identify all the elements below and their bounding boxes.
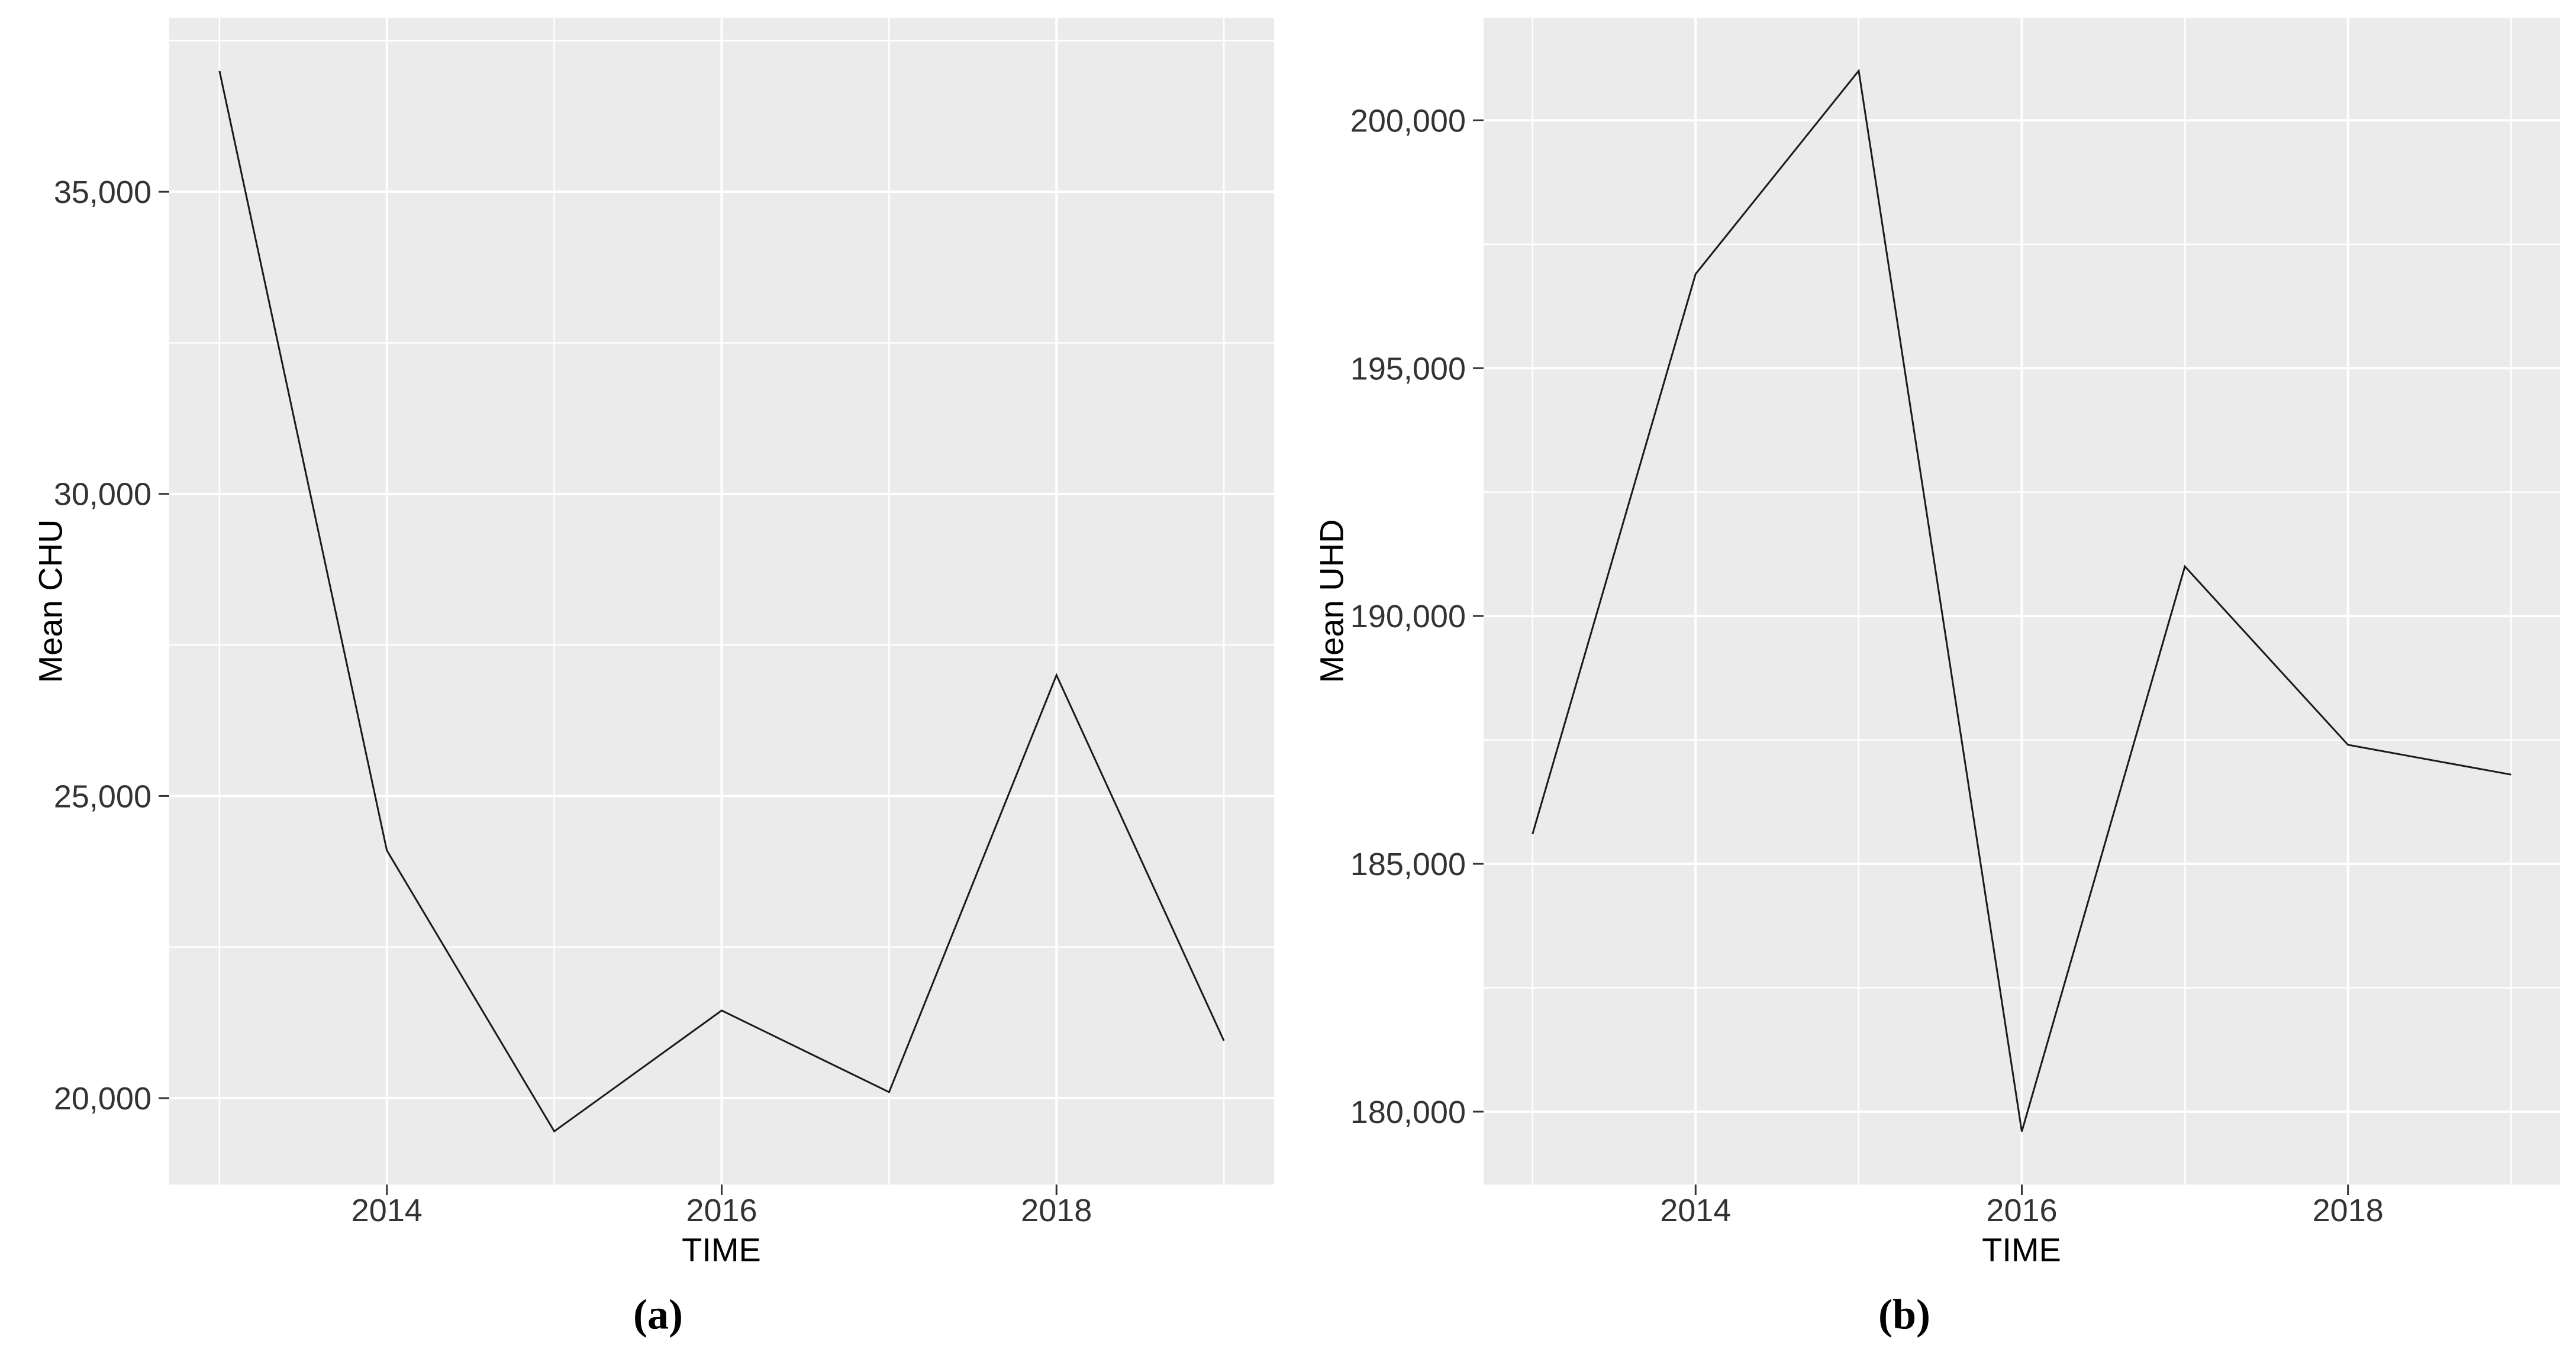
x-tick-label: 2014 bbox=[352, 1193, 423, 1228]
subfigure-caption-a: (a) bbox=[633, 1290, 683, 1338]
y-tick-label: 195,000 bbox=[1350, 351, 1466, 386]
y-tick-label: 180,000 bbox=[1350, 1095, 1466, 1130]
x-tick-label: 2014 bbox=[1660, 1193, 1731, 1228]
x-tick-label: 2018 bbox=[1021, 1193, 1092, 1228]
chart-a: 20,000 25,000 30,000 35,000 2014 2016 2018 bbox=[54, 18, 1274, 1228]
y-tick-label: 30,000 bbox=[54, 477, 151, 512]
x-axis-title-a: TIME bbox=[682, 1231, 761, 1269]
y-tick-label: 35,000 bbox=[54, 175, 151, 210]
y-tick-label: 190,000 bbox=[1350, 599, 1466, 634]
y-tick-label: 185,000 bbox=[1350, 847, 1466, 882]
y-axis-title-b: Mean UHD bbox=[1313, 519, 1350, 683]
x-axis-title-b: TIME bbox=[1982, 1231, 2061, 1269]
x-tick-label: 2016 bbox=[1986, 1193, 2057, 1228]
y-axis-title-a: Mean CHU bbox=[31, 519, 69, 683]
y-tick-label: 200,000 bbox=[1350, 103, 1466, 138]
line-series-a bbox=[218, 70, 1225, 1133]
y-tick-label: 20,000 bbox=[54, 1081, 151, 1116]
x-tick-label: 2018 bbox=[2313, 1193, 2384, 1228]
x-tick-label: 2016 bbox=[686, 1193, 757, 1228]
line-series-b bbox=[1532, 69, 2511, 1132]
subfigure-caption-b: (b) bbox=[1878, 1290, 1930, 1338]
chart-b: 180,000 185,000 190,000 195,000 200,000 2014 2… bbox=[1350, 18, 2560, 1228]
y-tick-label: 25,000 bbox=[54, 779, 151, 814]
